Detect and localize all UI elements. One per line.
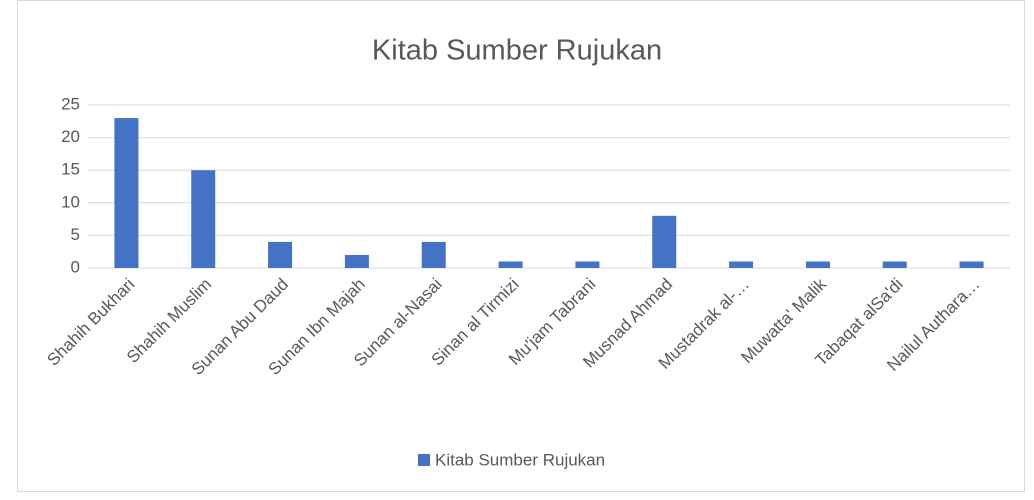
y-tick-label: 20 (61, 127, 80, 146)
legend-swatch (418, 454, 430, 466)
bar (114, 118, 139, 268)
y-tick-label: 25 (61, 94, 80, 113)
chart-title: Kitab Sumber Rujukan (372, 35, 662, 67)
bar (729, 261, 754, 268)
bar (344, 254, 369, 268)
y-tick-label: 0 (71, 257, 80, 276)
bar (498, 261, 523, 268)
chart-border (17, 0, 1025, 492)
bar (191, 170, 216, 268)
bar (805, 261, 830, 268)
bar (268, 241, 293, 268)
legend-label: Kitab Sumber Rujukan (435, 450, 605, 469)
bar (959, 261, 984, 268)
bar (575, 261, 600, 268)
bar (652, 215, 677, 268)
bar (882, 261, 907, 268)
y-tick-label: 5 (71, 225, 80, 244)
y-tick-label: 10 (61, 192, 80, 211)
y-tick-label: 15 (61, 160, 80, 179)
bar (421, 241, 446, 268)
